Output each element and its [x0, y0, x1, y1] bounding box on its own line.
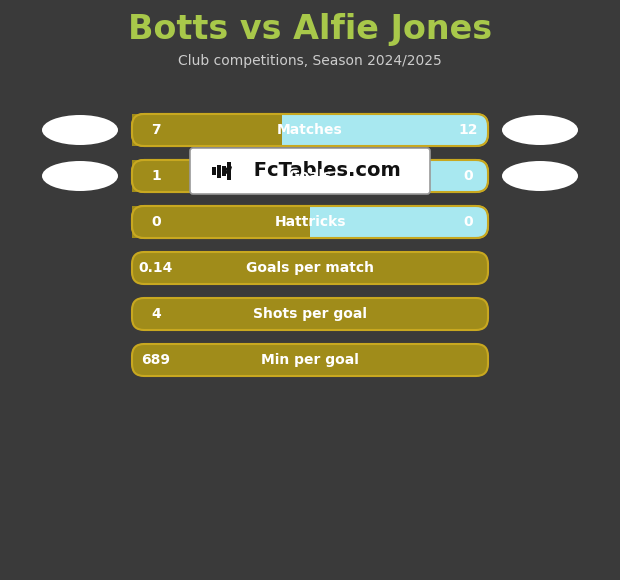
- FancyBboxPatch shape: [132, 114, 488, 146]
- Text: 12: 12: [458, 123, 478, 137]
- FancyBboxPatch shape: [190, 148, 430, 194]
- Text: 0.14: 0.14: [139, 261, 173, 275]
- FancyBboxPatch shape: [132, 206, 488, 238]
- Bar: [212, 167, 216, 175]
- Ellipse shape: [42, 115, 118, 145]
- Bar: [132, 206, 310, 238]
- Text: Hattricks: Hattricks: [274, 215, 346, 229]
- Ellipse shape: [502, 161, 578, 191]
- Text: 0: 0: [463, 169, 473, 183]
- Text: 689: 689: [141, 353, 171, 367]
- Text: Matches: Matches: [277, 123, 343, 137]
- Ellipse shape: [502, 115, 578, 145]
- Bar: [132, 160, 424, 192]
- FancyBboxPatch shape: [132, 252, 488, 284]
- Text: 4: 4: [151, 307, 161, 321]
- Text: 1: 1: [151, 169, 161, 183]
- Ellipse shape: [42, 161, 118, 191]
- Text: Goals per match: Goals per match: [246, 261, 374, 275]
- FancyBboxPatch shape: [132, 160, 488, 192]
- FancyBboxPatch shape: [132, 344, 488, 376]
- FancyBboxPatch shape: [132, 206, 488, 238]
- Text: 0: 0: [151, 215, 161, 229]
- Text: 0: 0: [463, 215, 473, 229]
- Bar: [132, 114, 281, 146]
- FancyBboxPatch shape: [132, 298, 488, 330]
- Text: 28 october 2024: 28 october 2024: [242, 216, 378, 231]
- Bar: [227, 162, 231, 180]
- Bar: [217, 165, 221, 177]
- Text: Min per goal: Min per goal: [261, 353, 359, 367]
- Text: Shots per goal: Shots per goal: [253, 307, 367, 321]
- FancyBboxPatch shape: [132, 160, 488, 192]
- Text: FcTables.com: FcTables.com: [247, 161, 401, 180]
- Text: 7: 7: [151, 123, 161, 137]
- Text: Goals: Goals: [288, 169, 332, 183]
- Bar: [222, 166, 226, 176]
- Text: Botts vs Alfie Jones: Botts vs Alfie Jones: [128, 13, 492, 45]
- Text: Club competitions, Season 2024/2025: Club competitions, Season 2024/2025: [178, 54, 442, 68]
- FancyBboxPatch shape: [132, 114, 488, 146]
